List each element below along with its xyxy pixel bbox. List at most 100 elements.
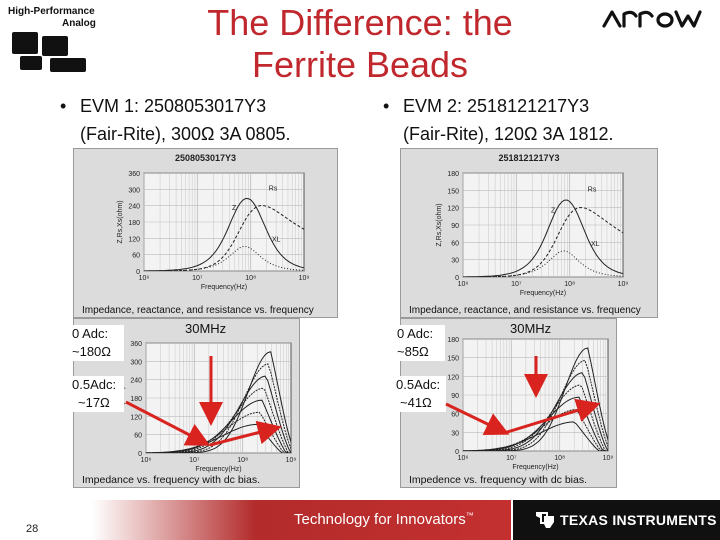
y-tick-label: 150 [447,356,459,363]
note-line-1: 0.5Adc: [396,377,441,392]
chart-caption: Impedance, reactance, and resistance vs.… [82,305,314,316]
y-tick-label: 120 [130,414,142,421]
y-tick-label: 120 [447,206,459,213]
curve-label: XL [272,237,281,244]
y-tick-label: 60 [134,433,142,440]
x-axis-label: Frequency(Hz) [195,466,241,473]
chart-caption: Impedance vs. frequency with dc bias. [82,474,261,486]
note-line-1: 0 Adc: [397,326,434,341]
y-tick-label: 180 [130,396,142,403]
xl-curve [463,250,623,277]
badge-line-2: Analog [62,18,96,29]
note-line-1: 0 Adc: [72,326,109,341]
chart-caption: Impedence vs. frequency with dc bias. [409,474,588,486]
bullet-evm2-line2: (Fair-Rite), 120Ω 3A 1812. [403,124,614,144]
chart-caption: Impedance, reactance, and resistance vs.… [409,305,641,316]
x-tick-label: 10⁶ [458,455,469,462]
note-evm2-0adc: 0 Adc: ~85Ω [397,325,445,361]
y-tick-label: 180 [447,171,459,178]
bias-curve [463,347,608,451]
tagline-text: Technology for Innovators [294,511,466,528]
y-tick-label: 0 [138,451,142,458]
z-curve [463,199,623,277]
chart-evm1-impedance: 2508053017Y3 360 300 240 180 120 60 0 10⁶ 10⁷ 10⁸… [73,148,338,318]
x-axis-label: Frequency(Hz) [520,290,566,297]
freq-marker-evm1: 30MHz [185,321,227,336]
note-evm1-0adc: 0 Adc: ~180Ω [72,325,124,361]
y-tick-label: 30 [451,258,459,265]
chip-icon [20,56,42,70]
x-tick-label: 10⁷ [192,275,203,282]
bullet-evm1: • EVM 1: 2508053017Y3 (Fair-Rite), 300Ω 3… [60,92,380,148]
part-number-header: 2518121217Y3 [498,153,560,163]
x-axis-label: Frequency(Hz) [512,464,558,471]
curve-label: Z [232,205,237,212]
footer-red-band [0,500,511,540]
note-line-2: ~41Ω [400,395,432,410]
y-tick-label: 120 [447,374,459,381]
y-tick-label: 60 [451,240,459,247]
page-number: 28 [26,523,39,535]
note-line-2: ~17Ω [78,395,110,410]
y-tick-label: 90 [451,393,459,400]
x-tick-label: 10⁶ [458,281,469,288]
x-axis-label: Frequency(Hz) [201,284,247,291]
y-tick-label: 0 [455,449,459,456]
y-tick-label: 180 [447,337,459,344]
note-evm1-05adc: 0.5Adc: ~17Ω [72,376,124,412]
note-line-2: ~180Ω [72,344,111,359]
z-curve [144,197,304,271]
company-name: TEXAS INSTRUMENTS [560,512,717,528]
x-tick-label: 10⁸ [564,281,575,288]
bullet-evm1-line2: (Fair-Rite), 300Ω 3A 0805. [80,124,291,144]
texas-instruments-icon [536,512,554,528]
curve-label: Rs [269,186,278,193]
y-tick-label: 180 [128,220,140,227]
y-tick-label: 360 [128,171,140,178]
y-tick-label: 300 [130,359,142,366]
y-tick-label: 0 [136,269,140,276]
x-tick-label: 10⁷ [189,457,200,464]
x-tick-label: 10⁸ [245,275,256,282]
bullet-evm2: • EVM 2: 2518121217Y3 (Fair-Rite), 120Ω 3… [383,92,703,148]
y-tick-label: 120 [128,236,140,243]
y-tick-label: 360 [130,341,142,348]
footer-tagline: Technology for Innovators™ [294,511,474,528]
x-tick-label: 10⁹ [299,275,310,282]
y-tick-label: 300 [128,187,140,194]
x-tick-label: 10⁷ [511,281,522,288]
y-tick-label: 0 [455,275,459,282]
y-tick-label: 240 [130,378,142,385]
y-axis-label: Z,Rs,Xs(ohm) [117,200,124,243]
y-tick-label: 240 [128,204,140,211]
note-line-1: 0.5Adc: [72,377,117,392]
x-tick-label: 10⁷ [506,455,517,462]
bias-curve [463,359,608,451]
rs-curve [144,204,304,271]
curve-label: Z [551,208,556,215]
product-badge: High-Performance Analog [6,6,112,76]
y-tick-label: 60 [451,412,459,419]
y-tick-label: 30 [451,430,459,437]
note-evm2-05adc: 0.5Adc: ~41Ω [396,376,446,412]
chip-icon [50,58,86,72]
trademark-mark: ™ [465,511,474,520]
xl-curve [144,245,304,271]
chip-icon [42,36,68,56]
y-tick-label: 60 [132,253,140,260]
bullet-evm2-line1: EVM 2: 2518121217Y3 [403,96,590,116]
note-line-2: ~85Ω [397,344,429,359]
part-number-header: 2508053017Y3 [174,153,237,163]
curve-label: Rs [588,187,597,194]
x-tick-label: 10⁹ [603,455,614,462]
x-tick-label: 10⁹ [618,281,629,288]
rs-curve [463,206,623,277]
freq-marker-evm2: 30MHz [510,321,552,336]
y-axis-label: Z,Rs,Xs(ohm) [436,203,443,246]
x-tick-label: 10⁸ [554,455,565,462]
curve-label: XL [591,241,600,248]
title-line-2: Ferrite Beads [251,44,469,85]
slide-title: The Difference: the Ferrite Beads [150,2,570,86]
